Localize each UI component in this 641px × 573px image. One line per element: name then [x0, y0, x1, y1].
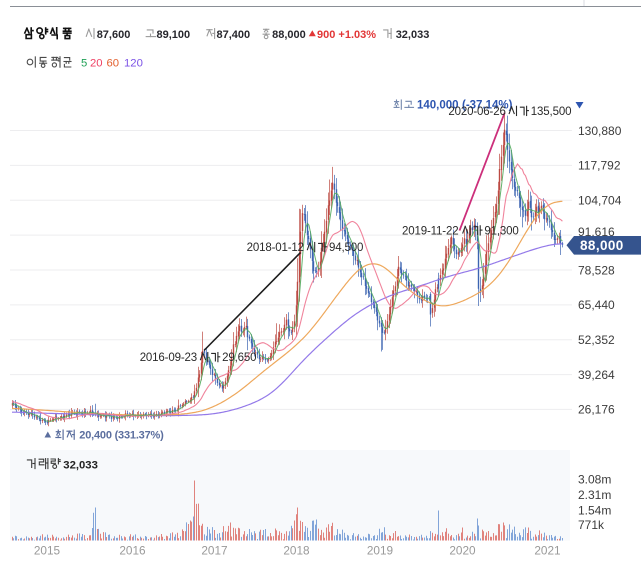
svg-text:2020: 2020	[449, 544, 476, 558]
svg-text:26,176: 26,176	[578, 403, 615, 417]
svg-text:60: 60	[107, 58, 120, 70]
svg-text:1.54m: 1.54m	[578, 503, 611, 517]
svg-text:32,033: 32,033	[396, 29, 430, 41]
svg-text:140,000: 140,000	[417, 100, 459, 112]
svg-text:117,792: 117,792	[578, 159, 621, 173]
svg-text:91,300: 91,300	[484, 225, 518, 237]
svg-text:5: 5	[81, 58, 87, 70]
svg-text:(-37.14%): (-37.14%)	[462, 100, 513, 112]
svg-text:91,616: 91,616	[578, 225, 615, 239]
svg-text:89,100: 89,100	[157, 29, 191, 41]
svg-text:120: 120	[124, 58, 143, 70]
svg-text:39,264: 39,264	[578, 368, 615, 382]
svg-text:2016: 2016	[119, 544, 146, 558]
svg-text:2016-09-23: 2016-09-23	[140, 352, 197, 364]
svg-text:87,600: 87,600	[97, 29, 131, 41]
svg-text:130,880: 130,880	[578, 124, 622, 138]
svg-text:2021: 2021	[534, 544, 560, 558]
svg-text:900 +1.03%: 900 +1.03%	[317, 29, 376, 41]
svg-text:20,400 (331.37%): 20,400 (331.37%)	[79, 430, 164, 442]
svg-text:2018: 2018	[283, 544, 310, 558]
svg-text:2015: 2015	[34, 544, 61, 558]
svg-text:20: 20	[90, 58, 103, 70]
svg-text:3.08m: 3.08m	[578, 472, 611, 486]
svg-text:2019-11-22: 2019-11-22	[402, 225, 458, 237]
svg-text:65,440: 65,440	[578, 298, 615, 312]
svg-text:88,000: 88,000	[272, 29, 306, 41]
svg-text:104,704: 104,704	[578, 194, 622, 208]
svg-text:29,650: 29,650	[222, 352, 256, 364]
svg-text:2.31m: 2.31m	[578, 488, 611, 502]
svg-text:78,528: 78,528	[578, 263, 615, 277]
svg-text:771k: 771k	[578, 518, 605, 532]
svg-text:2018-01-12: 2018-01-12	[247, 242, 304, 254]
svg-text:2019: 2019	[367, 544, 393, 558]
svg-text:32,033: 32,033	[63, 459, 98, 471]
svg-text:52,352: 52,352	[578, 333, 615, 347]
svg-text:2020-06-26: 2020-06-26	[448, 106, 505, 118]
svg-text:88,000: 88,000	[580, 238, 624, 253]
svg-text:94,500: 94,500	[329, 242, 363, 254]
svg-text:87,400: 87,400	[217, 29, 251, 41]
svg-text:2017: 2017	[201, 544, 227, 558]
svg-text:135,500: 135,500	[531, 106, 572, 118]
